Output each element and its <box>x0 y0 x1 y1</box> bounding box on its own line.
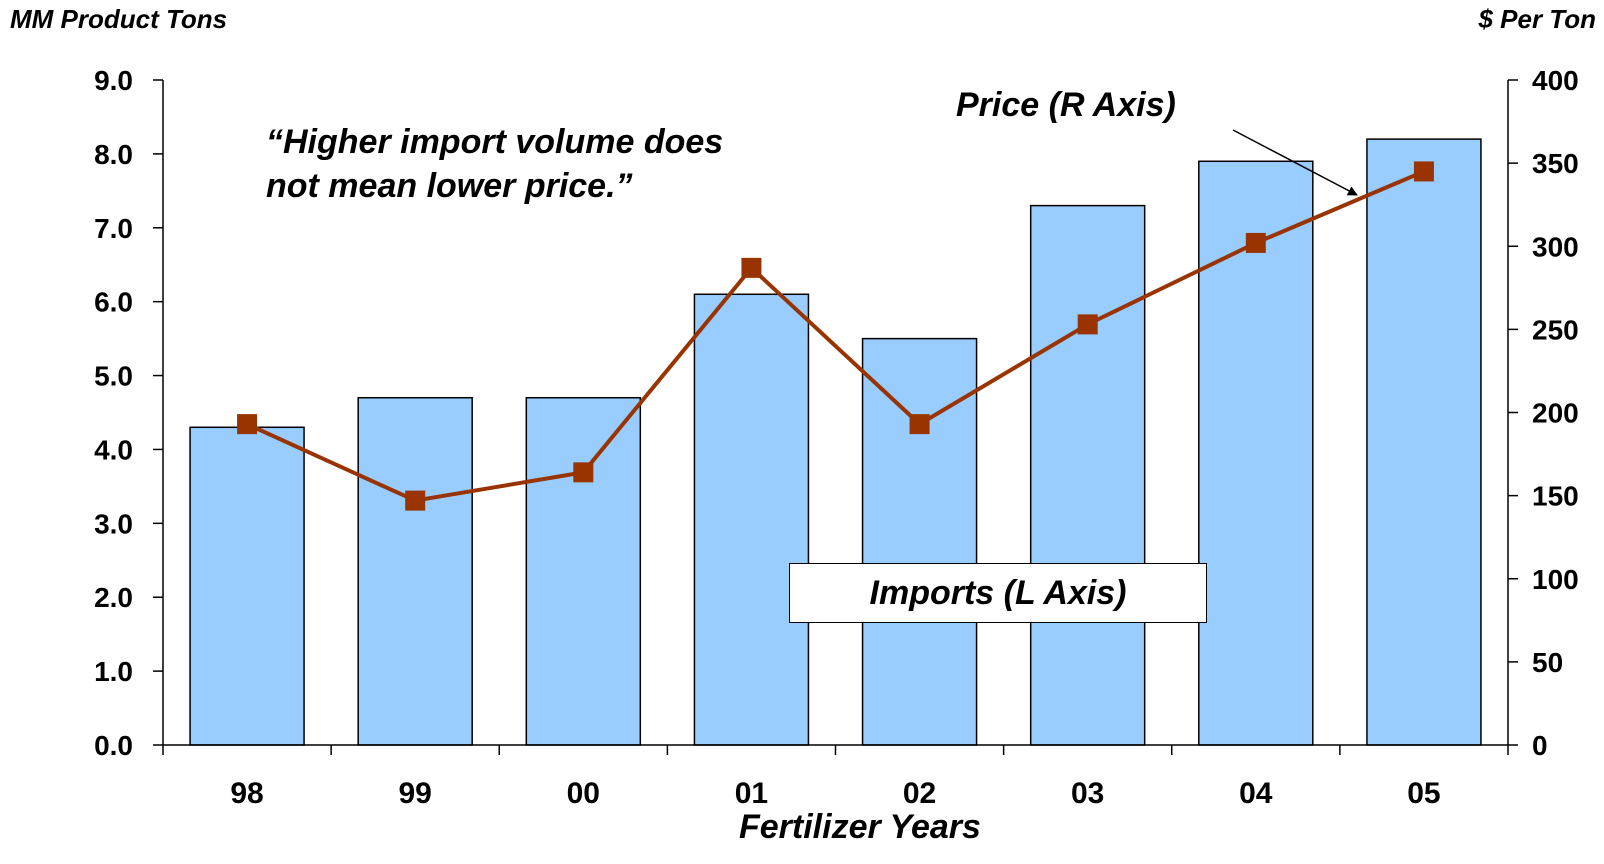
x-tick-label-99: 99 <box>399 777 432 810</box>
annotation-line-1: “Higher import volume does <box>266 123 724 161</box>
right-tick-label: 100 <box>1532 564 1579 595</box>
left-tick-label: 0.0 <box>94 730 133 761</box>
left-tick-label: 5.0 <box>94 361 133 392</box>
bars-layer <box>189 138 1482 746</box>
x-tick-label-05: 05 <box>1407 777 1440 810</box>
imports-bar-05 <box>1366 138 1482 746</box>
annotation-line-2: not mean lower price.” <box>266 167 633 205</box>
x-tick-label-04: 04 <box>1239 777 1273 810</box>
price-marker-04 <box>1245 232 1266 253</box>
right-tick-label: 250 <box>1532 314 1579 345</box>
imports-legend-box: Imports (L Axis) <box>789 563 1207 623</box>
right-tick-label: 400 <box>1532 65 1579 96</box>
x-tick-label-01: 01 <box>735 777 768 810</box>
axes-layer: 0.01.02.03.04.05.06.07.08.09.00501001502… <box>94 65 1579 810</box>
price-marker-05 <box>1413 161 1434 182</box>
right-tick-label: 350 <box>1532 148 1579 179</box>
right-tick-label: 0 <box>1532 730 1548 761</box>
imports-bar-98 <box>189 426 305 746</box>
left-tick-label: 8.0 <box>94 139 133 170</box>
price-marker-02 <box>909 414 930 435</box>
price-marker-03 <box>1077 314 1098 335</box>
right-tick-label: 200 <box>1532 398 1579 429</box>
left-tick-label: 4.0 <box>94 434 133 465</box>
price-marker-00 <box>573 462 594 483</box>
left-tick-label: 7.0 <box>94 213 133 244</box>
price-series-label: Price (R Axis) <box>956 86 1176 124</box>
x-tick-label-03: 03 <box>1071 777 1104 810</box>
imports-bar-00 <box>525 396 642 746</box>
right-tick-label: 300 <box>1532 231 1579 262</box>
right-tick-label: 50 <box>1532 647 1563 678</box>
price-marker-99 <box>405 490 426 511</box>
price-line <box>246 169 1425 503</box>
price-label-arrow <box>1232 129 1358 196</box>
left-axis-title: MM Product Tons <box>10 4 228 34</box>
x-tick-label-98: 98 <box>230 777 263 810</box>
x-tick-label-02: 02 <box>903 777 936 810</box>
right-tick-label: 150 <box>1532 481 1579 512</box>
line-layer <box>237 161 1434 511</box>
left-tick-label: 3.0 <box>94 508 133 539</box>
imports-bar-02 <box>861 337 978 746</box>
imports-bar-99 <box>357 396 473 746</box>
left-tick-label: 9.0 <box>94 65 133 96</box>
price-marker-98 <box>237 414 258 435</box>
left-tick-label: 1.0 <box>94 656 133 687</box>
price-marker-01 <box>741 257 762 278</box>
imports-bar-03 <box>1029 204 1146 746</box>
right-axis-title: $ Per Ton <box>1478 4 1596 34</box>
left-tick-label: 6.0 <box>94 287 133 318</box>
x-axis-title: Fertilizer Years <box>739 808 981 846</box>
left-tick-label: 2.0 <box>94 582 133 613</box>
annotation-quote: “Higher import volume does not mean lowe… <box>266 120 723 208</box>
imports-bar-01 <box>693 293 810 746</box>
arrow-layer <box>1232 129 1358 196</box>
imports-series-label: Imports (L Axis) <box>869 573 1127 612</box>
x-tick-label-00: 00 <box>567 777 600 810</box>
